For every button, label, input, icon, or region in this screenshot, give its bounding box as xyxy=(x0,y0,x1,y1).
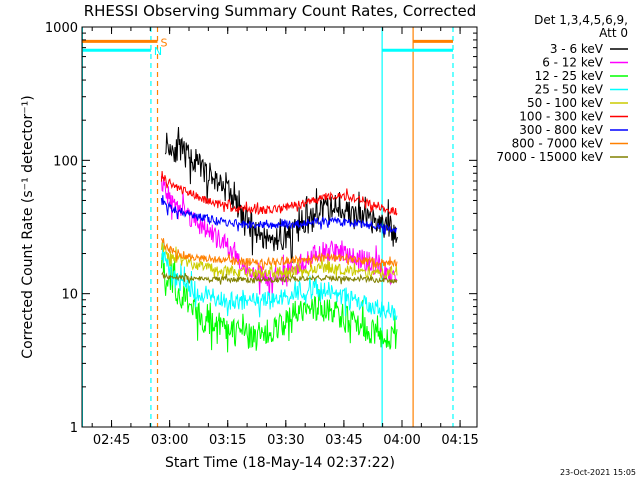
series-line-6 xyxy=(160,195,398,235)
x-tick-label-2: 03:15 xyxy=(209,433,246,448)
flag-label-s: S xyxy=(161,36,168,49)
x-tick-label-1: 03:00 xyxy=(151,433,188,448)
attenuator-flags xyxy=(82,39,453,52)
y-axis-label: Corrected Count Rate (s⁻¹ detector⁻¹) xyxy=(20,95,36,358)
x-tick-label-5: 04:00 xyxy=(383,433,420,448)
x-axis-label: Start Time (18-May-14 02:37:22) xyxy=(165,455,395,471)
legend-label-5: 100 - 300 keV xyxy=(519,110,603,124)
y-tick-label-2: 100 xyxy=(53,154,78,169)
footer-timestamp: 23-Oct-2021 15:05 xyxy=(560,468,636,477)
axis-ticks: 02:45 03:00 03:15 03:30 03:45 04:00 04:15 1 10 10… xyxy=(45,21,479,448)
chart-title: RHESSI Observing Summary Count Rates, Co… xyxy=(84,2,477,20)
plot-frame xyxy=(81,26,478,428)
series-line-0 xyxy=(164,126,398,264)
y-tick-label-3: 1000 xyxy=(45,21,78,36)
phase-boundary-lines xyxy=(82,27,454,427)
x-tick-label-4: 03:45 xyxy=(325,433,362,448)
series-line-2 xyxy=(160,253,398,353)
legend-header-line-1: Det 1,3,4,5,6,9, xyxy=(534,13,628,27)
x-tick-label-3: 03:30 xyxy=(267,433,304,448)
legend-label-1: 6 - 12 keV xyxy=(542,56,604,70)
legend-label-2: 12 - 25 keV xyxy=(535,69,604,83)
legend-header-line-2: Att 0 xyxy=(599,26,628,40)
y-tick-label-1: 10 xyxy=(61,288,78,303)
legend-label-3: 25 - 50 keV xyxy=(535,83,604,97)
legend-label-7: 800 - 7000 keV xyxy=(512,137,604,151)
series-lines xyxy=(160,126,398,353)
series-line-7 xyxy=(160,238,398,271)
series-line-5 xyxy=(160,170,398,216)
plot-area: 02:45 03:00 03:15 03:30 03:45 04:00 04:15 1 10 10… xyxy=(45,21,479,448)
legend-label-6: 300 - 800 keV xyxy=(519,123,603,137)
series-line-4 xyxy=(160,242,398,283)
x-tick-label-6: 04:15 xyxy=(441,433,478,448)
flag-label-n: N xyxy=(154,45,162,58)
legend-label-0: 3 - 6 keV xyxy=(550,42,604,56)
legend-label-8: 7000 - 15000 keV xyxy=(496,150,603,164)
series-line-8 xyxy=(161,271,398,285)
x-tick-label-0: 02:45 xyxy=(93,433,130,448)
y-tick-label-0: 1 xyxy=(70,421,78,436)
legend-label-4: 50 - 100 keV xyxy=(527,96,604,110)
series-line-3 xyxy=(160,241,398,321)
